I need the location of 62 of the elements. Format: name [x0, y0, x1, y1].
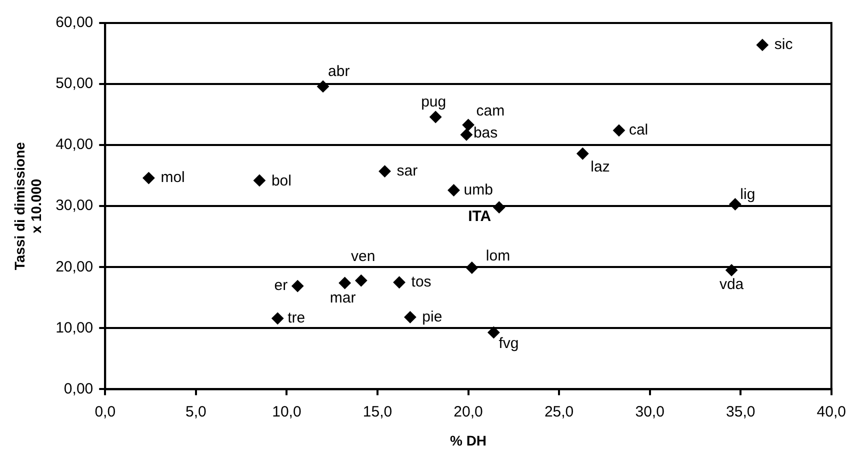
y-tick-label: 20,00: [56, 258, 94, 276]
annotation: bas: [473, 124, 498, 142]
annotation: tre: [288, 310, 306, 327]
annotation: umb: [464, 181, 493, 198]
point: [466, 262, 478, 274]
y-tick-label: 60,00: [56, 14, 94, 32]
annotation: cal: [628, 122, 648, 139]
point: [430, 110, 442, 123]
annotation: pie: [422, 308, 442, 326]
point: [378, 165, 391, 178]
annotation: sic: [774, 36, 794, 54]
annotation: sar: [396, 162, 418, 180]
x-tick-label: 0,0: [94, 403, 116, 420]
x-tick-label: 5,0: [185, 403, 206, 420]
x-axis-title: % DH: [450, 432, 487, 448]
point: [576, 148, 589, 160]
x-tick-label: 10,0: [272, 403, 302, 420]
point: [317, 80, 330, 92]
point: [272, 312, 284, 324]
annotation: abr: [328, 63, 350, 80]
point: [142, 172, 155, 184]
annotation: fvg: [498, 335, 519, 352]
point: [756, 38, 768, 51]
y-tick-label: 40,00: [56, 136, 94, 154]
annotation: ITA: [468, 208, 492, 225]
x-tick-label: 30,0: [635, 403, 664, 420]
x-tick-label: 25,0: [544, 403, 574, 420]
x-tick-label: 40,0: [816, 403, 846, 420]
point: [462, 118, 474, 131]
point: [448, 184, 460, 196]
annotation: tos: [411, 274, 432, 291]
point: [292, 280, 304, 292]
annotation: er: [274, 277, 288, 294]
y-tick-label: 10,00: [56, 319, 94, 336]
point: [253, 174, 266, 186]
x-tick-label: 35,0: [726, 403, 756, 420]
point: [612, 124, 625, 136]
x-tick-label: 20,0: [454, 403, 483, 420]
point: [493, 201, 506, 214]
point: [393, 276, 406, 288]
y-axis-title: Tassi di dimissione x 10.000: [11, 142, 44, 270]
point: [726, 264, 738, 276]
point: [488, 326, 500, 338]
point: [460, 128, 472, 141]
point: [355, 274, 368, 287]
annotation: laz: [590, 158, 610, 176]
annotation: lom: [486, 247, 510, 264]
annotation: ven: [351, 248, 376, 266]
point: [404, 311, 416, 324]
y-tick-label: 0,00: [64, 380, 94, 398]
annotation: lig: [740, 186, 756, 203]
annotation: mar: [330, 290, 356, 307]
annotation: vda: [719, 276, 744, 293]
annotation: cam: [476, 102, 505, 120]
annotation: pug: [421, 94, 446, 111]
x-tick-label: 15,0: [362, 403, 392, 420]
point: [729, 198, 742, 210]
y-tick-label: 30,00: [56, 197, 94, 214]
y-tick-label: 50,00: [56, 75, 94, 92]
annotation: mol: [160, 169, 185, 186]
point: [338, 277, 351, 289]
annotation: bol: [271, 172, 292, 190]
